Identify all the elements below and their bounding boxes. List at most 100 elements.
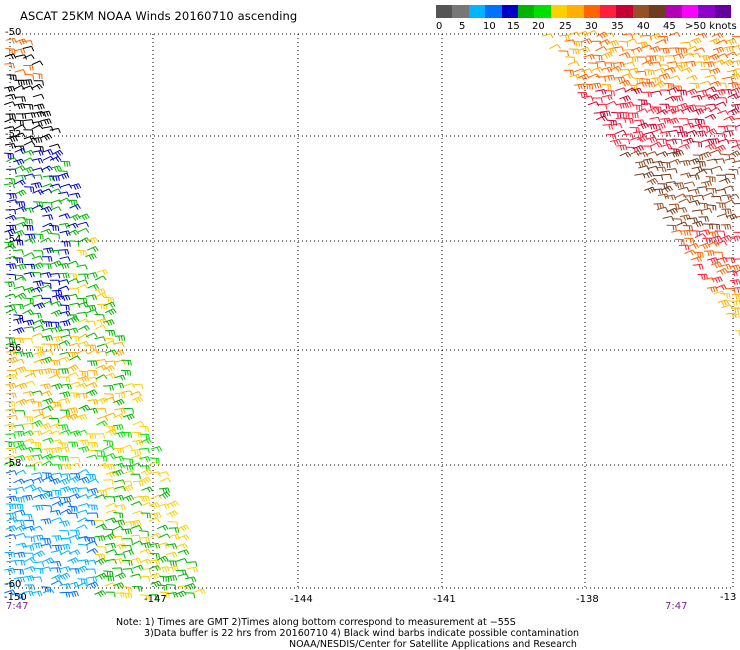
wind-barb xyxy=(50,309,63,317)
wind-barb xyxy=(736,52,740,56)
wind-barb xyxy=(695,32,708,39)
wind-barb xyxy=(23,65,34,71)
wind-barb xyxy=(694,61,705,68)
wind-barb xyxy=(49,233,60,240)
wind-barb xyxy=(156,524,169,531)
wind-barb xyxy=(58,213,71,220)
wind-barb xyxy=(733,231,740,233)
wind-barb xyxy=(5,37,17,44)
wind-barb xyxy=(59,376,71,383)
wind-barb xyxy=(15,444,27,451)
wind-barb xyxy=(50,343,61,350)
wind-barb xyxy=(661,173,672,180)
wind-barb xyxy=(679,214,691,221)
wind-barb xyxy=(94,553,106,560)
wind-barb xyxy=(31,401,42,408)
wind-barb xyxy=(24,519,35,526)
wind-barb xyxy=(94,557,107,565)
wind-barb xyxy=(158,487,170,494)
wind-barb xyxy=(723,115,735,122)
wind-barb xyxy=(130,573,142,579)
wind-barb xyxy=(669,47,680,53)
wind-barb xyxy=(5,178,16,184)
wind-barb xyxy=(58,249,70,255)
wind-barb xyxy=(644,81,656,88)
wind-barb xyxy=(601,94,613,101)
wind-barb xyxy=(68,441,79,448)
wind-barb xyxy=(647,106,660,114)
wind-barb xyxy=(5,408,17,414)
wind-barb xyxy=(13,327,25,334)
wind-barb xyxy=(652,188,664,195)
wind-barb xyxy=(6,560,17,566)
wind-barb xyxy=(76,392,88,399)
wind-barb xyxy=(112,535,123,542)
wind-barb xyxy=(12,317,25,325)
wind-barb xyxy=(693,194,705,201)
wind-barb xyxy=(567,60,580,66)
wind-barb xyxy=(105,549,118,555)
wind-barb xyxy=(76,311,88,318)
wind-barb xyxy=(40,118,52,125)
wind-barb xyxy=(96,269,109,276)
wind-barb xyxy=(59,304,70,311)
wind-barb xyxy=(150,512,162,519)
wind-barb xyxy=(729,279,740,286)
wind-barb xyxy=(122,549,135,556)
wind-barb xyxy=(60,429,72,436)
wind-barb xyxy=(698,242,711,250)
wind-barb xyxy=(22,390,35,397)
wind-barb xyxy=(76,279,89,285)
wind-barb xyxy=(67,557,79,565)
wind-barb xyxy=(13,337,24,344)
wind-barb xyxy=(609,138,622,146)
wind-barb xyxy=(657,183,668,189)
wind-barb xyxy=(68,487,80,494)
wind-barb xyxy=(51,335,63,343)
wind-barb xyxy=(682,122,695,129)
wind-barb xyxy=(40,390,53,397)
wind-barb xyxy=(67,590,79,598)
legend-swatch xyxy=(599,5,617,18)
wind-barb xyxy=(5,209,17,215)
wind-barb xyxy=(67,407,79,414)
wind-barb xyxy=(22,149,35,156)
wind-barb xyxy=(60,414,72,420)
wind-barb xyxy=(680,41,692,48)
wind-barb xyxy=(695,169,708,175)
wind-barb xyxy=(704,143,717,150)
wind-barb xyxy=(678,244,690,251)
wind-barb xyxy=(652,174,664,181)
wind-barb xyxy=(139,548,152,555)
wind-barb xyxy=(139,536,151,543)
wind-barb xyxy=(158,491,171,499)
wind-barb xyxy=(94,535,106,542)
legend-swatch xyxy=(698,5,715,18)
wind-barb xyxy=(94,275,107,281)
wind-barb xyxy=(23,103,34,110)
wind-barb xyxy=(24,556,36,563)
wind-barb xyxy=(31,486,44,493)
wind-barb xyxy=(734,68,740,70)
map-title: ASCAT 25KM NOAA Winds 20160710 ascending xyxy=(20,9,298,23)
wind-barb xyxy=(166,584,177,591)
wind-barb xyxy=(87,487,99,495)
wind-barb xyxy=(654,122,666,130)
wind-barb xyxy=(734,330,740,336)
wind-barb xyxy=(601,83,612,90)
wind-barb xyxy=(24,263,36,270)
wind-barb xyxy=(67,272,78,280)
wind-barb xyxy=(139,576,151,582)
wind-barb xyxy=(667,86,679,93)
wind-barb xyxy=(31,272,42,278)
wind-barb xyxy=(699,80,712,86)
wind-barb xyxy=(574,83,586,90)
time-label-left: 7:47 xyxy=(6,601,29,612)
wind-barb xyxy=(635,161,647,168)
wind-barb xyxy=(114,359,126,366)
wind-barb xyxy=(85,389,98,397)
wind-barb xyxy=(715,284,727,291)
wind-barb xyxy=(666,224,677,231)
lon-label: -147 xyxy=(144,594,167,605)
wind-barb xyxy=(114,572,127,580)
